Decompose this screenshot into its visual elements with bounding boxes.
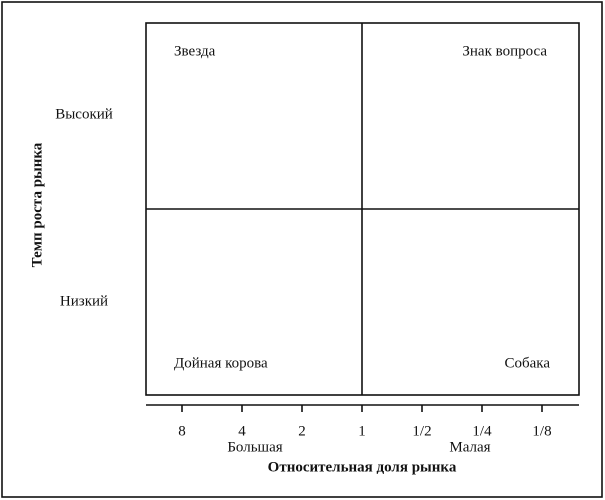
quadrant-label: Звезда xyxy=(174,43,216,59)
x-end-label: Малая xyxy=(449,439,490,455)
x-tick-label: 2 xyxy=(298,423,306,439)
y-axis-title: Темп роста рынка xyxy=(29,142,45,267)
x-tick-label: 4 xyxy=(238,423,246,439)
x-end-label: Большая xyxy=(227,439,282,455)
y-level-label: Низкий xyxy=(60,293,108,309)
x-tick-label: 1/8 xyxy=(532,423,551,439)
quadrant-label: Дойная корова xyxy=(174,355,268,371)
x-tick-label: 1 xyxy=(358,423,366,439)
x-tick-label: 1/4 xyxy=(472,423,492,439)
x-tick-label: 8 xyxy=(178,423,186,439)
x-axis-title: Относительная доля рынка xyxy=(268,459,457,475)
y-level-label: Высокий xyxy=(55,106,113,122)
x-tick-label: 1/2 xyxy=(412,423,431,439)
quadrant-label: Собака xyxy=(504,355,550,371)
x-ticks: 8 4 2 1 1/2 1/4 1/8 xyxy=(178,405,552,439)
quadrant-label: Знак вопроса xyxy=(462,43,547,59)
